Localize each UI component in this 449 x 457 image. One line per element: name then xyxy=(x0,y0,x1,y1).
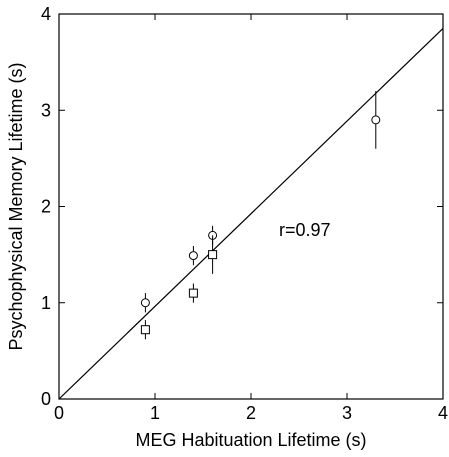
x-tick-label: 2 xyxy=(246,403,256,423)
square-marker xyxy=(141,326,149,334)
data-points xyxy=(141,91,379,339)
circle-marker xyxy=(141,299,149,307)
x-axis-label: MEG Habituation Lifetime (s) xyxy=(135,430,366,450)
circle-marker xyxy=(372,116,380,124)
circle-marker xyxy=(189,252,197,260)
y-tick-label: 2 xyxy=(41,197,51,217)
y-tick-label: 3 xyxy=(41,100,51,120)
fit-line xyxy=(59,28,443,399)
square-marker xyxy=(189,289,197,297)
y-tick-label: 4 xyxy=(41,4,51,24)
y-tick-label: 1 xyxy=(41,293,51,313)
axes xyxy=(59,14,443,399)
ticks: 0 1 2 3 4 0 1 2 3 4 xyxy=(41,4,448,423)
x-tick-label: 4 xyxy=(438,403,448,423)
x-tick-label: 1 xyxy=(150,403,160,423)
square-marker xyxy=(209,251,217,259)
y-axis-label: Psychophysical Memory Lifetime (s) xyxy=(6,62,26,350)
x-tick-label: 3 xyxy=(342,403,352,423)
y-tick-label: 0 xyxy=(41,389,51,409)
correlation-annotation: r=0.97 xyxy=(279,220,331,240)
plot-frame xyxy=(59,14,443,399)
fit-line-group xyxy=(59,28,443,399)
x-tick-label: 0 xyxy=(54,403,64,423)
